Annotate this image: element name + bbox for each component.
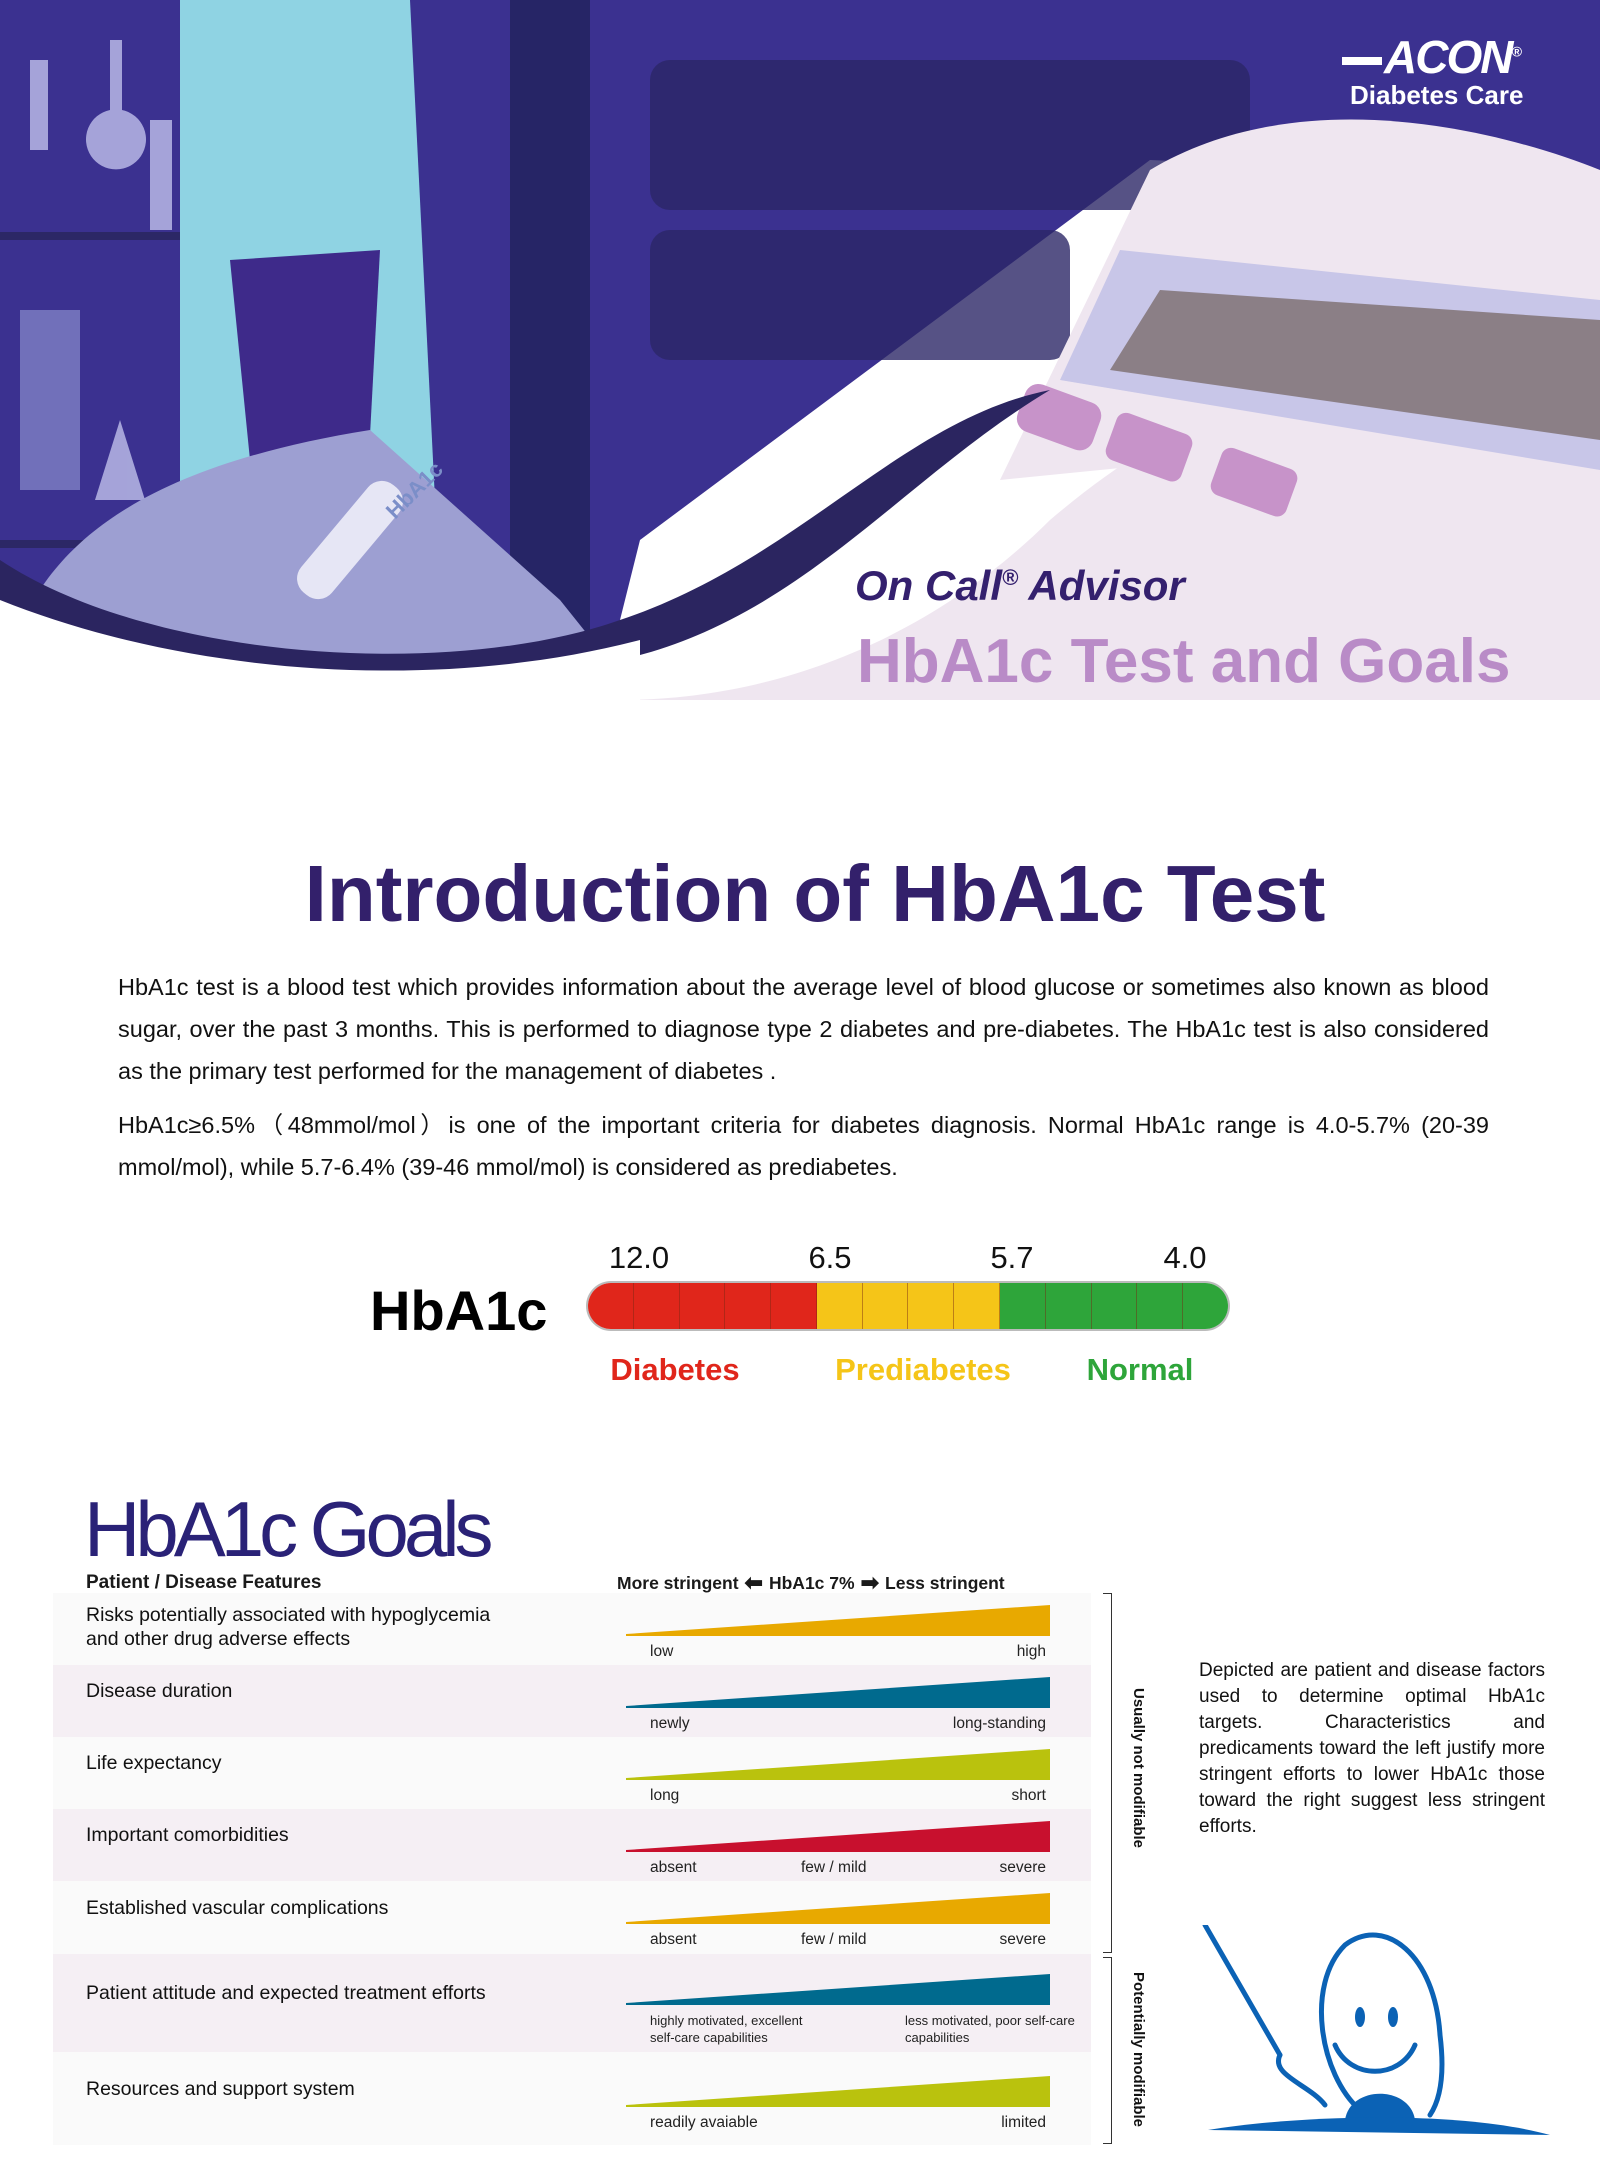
features-header: Patient / Disease Features	[86, 1572, 322, 1593]
wedge-label: low	[650, 1643, 674, 1660]
goals-title: HbA1c Goals	[84, 1485, 494, 1573]
feature-label: Established vascular complications	[86, 1896, 389, 1919]
more-stringent: More stringent	[617, 1572, 739, 1593]
wedge-shape	[626, 1749, 1050, 1780]
scale-segment	[816, 1283, 863, 1329]
stringency-wedge	[626, 1605, 1050, 1636]
stringency-wedge	[626, 2076, 1050, 2107]
group-not-modifiable: Usually not modifiable	[1130, 1688, 1147, 1849]
arrow-right-icon: ➡	[860, 1570, 880, 1595]
scale-tick: 4.0	[1163, 1240, 1207, 1275]
wedge-label: less motivated, poor self-care capabilit…	[905, 2013, 1075, 2045]
stringency-header: More stringent ⬅ HbA1c 7% ➡ Less stringe…	[617, 1570, 1005, 1596]
scale-tick: 12.0	[608, 1240, 670, 1275]
feature-label: Important comorbidities	[86, 1824, 289, 1846]
goal-row: Risks potentially associated with hypogl…	[53, 1593, 1091, 1665]
document-title: HbA1c Test and Goals	[857, 627, 1511, 696]
category-prediabetes: Prediabetes	[835, 1352, 1011, 1387]
wedge-label: few / mild	[801, 1859, 867, 1876]
group-modifiable: Potentially modifiable	[1130, 1972, 1147, 2128]
scale-tick: 5.7	[990, 1240, 1034, 1275]
wedge-label: long	[650, 1787, 680, 1804]
wedge-shape	[626, 1893, 1050, 1924]
wedge-label: highly motivated, excellent self-care ca…	[650, 2013, 803, 2045]
scale-segment	[679, 1283, 726, 1329]
wedge-shape	[626, 1974, 1050, 2005]
wedge-label: long-standing	[952, 1715, 1046, 1732]
feature-label: Disease duration	[86, 1680, 233, 1702]
scale-segment	[725, 1283, 772, 1329]
intro-paragraph-1: HbA1c test is a blood test which provide…	[118, 974, 1489, 1084]
wedge-label: newly	[650, 1715, 690, 1732]
category-normal: Normal	[1086, 1352, 1194, 1387]
mascot-illustration	[1202, 1925, 1550, 2135]
wedge-label: severe	[999, 1931, 1046, 1948]
feature-label: Risks potentially associated with hypogl…	[86, 1604, 491, 1650]
goal-row: Important comorbidities absent few / mild s…	[53, 1809, 1091, 1881]
scale-segment	[1137, 1283, 1184, 1329]
feature-label: Resources and support system	[86, 2077, 355, 2100]
feature-label: Patient attitude and expected treatment …	[86, 1982, 486, 2004]
goal-row: Established vascular complications absent…	[53, 1881, 1091, 1954]
wedge-label: short	[1011, 1787, 1046, 1804]
category-diabetes: Diabetes	[610, 1352, 740, 1387]
scale-segment	[588, 1283, 634, 1329]
wedge-shape	[626, 1821, 1050, 1852]
wedge-shape	[626, 1605, 1050, 1636]
intro-title: Introduction of HbA1c Test	[304, 849, 1326, 938]
hba1c-scale-bar	[588, 1283, 1228, 1329]
wedge-label: few / mild	[801, 1931, 867, 1948]
scale-tick: 6.5	[808, 1240, 852, 1275]
hero-illustration: HbA1c	[0, 0, 1600, 700]
arrow-left-icon: ⬅	[744, 1570, 763, 1595]
scale-segment	[633, 1283, 680, 1329]
wedge-label: absent	[650, 1859, 697, 1876]
goal-row: Resources and support system readily avai…	[53, 2052, 1091, 2145]
wedge-label: severe	[999, 1859, 1046, 1876]
stringency-wedge	[626, 1821, 1050, 1852]
scale-segment	[1091, 1283, 1138, 1329]
wedge-label: absent	[650, 1931, 697, 1948]
center-target: HbA1c 7%	[768, 1572, 855, 1593]
feature-label: Life expectancy	[86, 1752, 222, 1774]
intro-paragraph-2: HbA1c≥6.5%（48mmol/mol）is one of the impo…	[118, 1112, 1489, 1180]
scale-segment	[1183, 1283, 1228, 1329]
scale-segment	[771, 1283, 817, 1329]
less-stringent: Less stringent	[885, 1572, 1005, 1593]
goal-row: Disease duration newly long-standing	[53, 1665, 1091, 1737]
stringency-wedge	[626, 1893, 1050, 1924]
scale-segment	[908, 1283, 955, 1329]
wedge-label: high	[1016, 1643, 1046, 1660]
stringency-wedge	[626, 1974, 1050, 2005]
stringency-wedge	[626, 1749, 1050, 1780]
goal-row: Patient attitude and expected treatment …	[53, 1954, 1091, 2052]
goal-row: Life expectancy long short	[53, 1737, 1091, 1809]
scale-segment	[862, 1283, 909, 1329]
logo-tagline: Diabetes Care	[1350, 80, 1524, 110]
scale-label: HbA1c	[370, 1279, 548, 1342]
series-name: On Call® Advisor	[855, 562, 1185, 609]
scale-segment	[1045, 1283, 1092, 1329]
stringency-wedge	[626, 1677, 1050, 1708]
wedge-shape	[626, 1677, 1050, 1708]
bracket-not-modifiable	[1103, 1593, 1112, 1953]
wedge-shape	[626, 2076, 1050, 2107]
scale-segment	[954, 1283, 1001, 1329]
acon-logo: ACON®	[1342, 30, 1542, 84]
wedge-label: readily avaiable	[650, 2114, 758, 2131]
side-note: Depicted are patient and disease factors…	[1199, 1660, 1545, 1837]
wedge-label: limited	[1001, 2114, 1046, 2131]
bracket-modifiable	[1103, 1957, 1112, 2144]
scale-segment	[1000, 1283, 1046, 1329]
